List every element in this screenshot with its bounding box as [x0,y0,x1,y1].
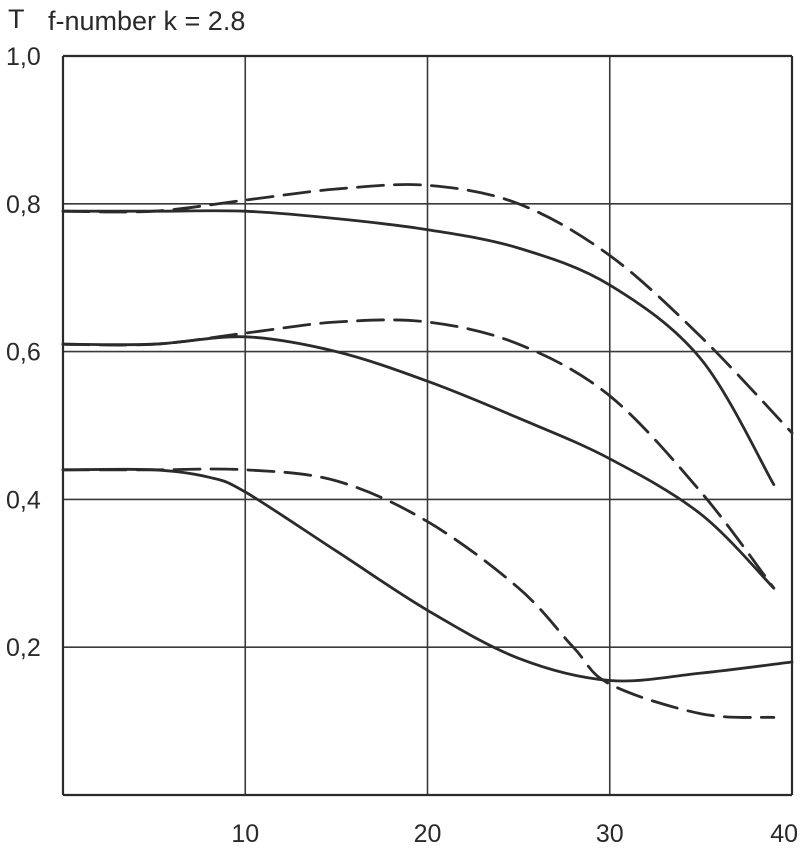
series-line-3-dashed [61,318,776,590]
y-tick-label-1: 1,0 [6,43,41,71]
y-tick-labels: 0,2 0,4 0,6 0,8 1,0 [6,43,41,662]
y-tick-label-0-6: 0,6 [6,339,41,367]
series-line-6-solid [61,467,794,683]
y-axis-label: T [8,4,25,34]
x-tick-label-40: 40 [770,820,798,848]
y-tick-label-0-2: 0,2 [6,634,41,662]
x-tick-label-30: 30 [596,820,624,848]
y-tick-label-0-4: 0,4 [6,486,41,514]
series-line-5-dashed [61,467,776,719]
plot-frame [61,54,794,797]
series-line-2-solid [61,209,776,486]
series-group [61,183,794,719]
series-line-1-dashed [61,183,794,435]
y-tick-label-0-8: 0,8 [6,191,41,219]
grid [63,56,792,795]
x-tick-label-20: 20 [414,820,442,848]
series-line-4-solid [61,335,776,590]
chart-title: f-number k = 2.8 [48,6,245,36]
x-tick-labels: 10 20 30 40 [231,820,798,848]
x-tick-label-10: 10 [231,820,259,848]
